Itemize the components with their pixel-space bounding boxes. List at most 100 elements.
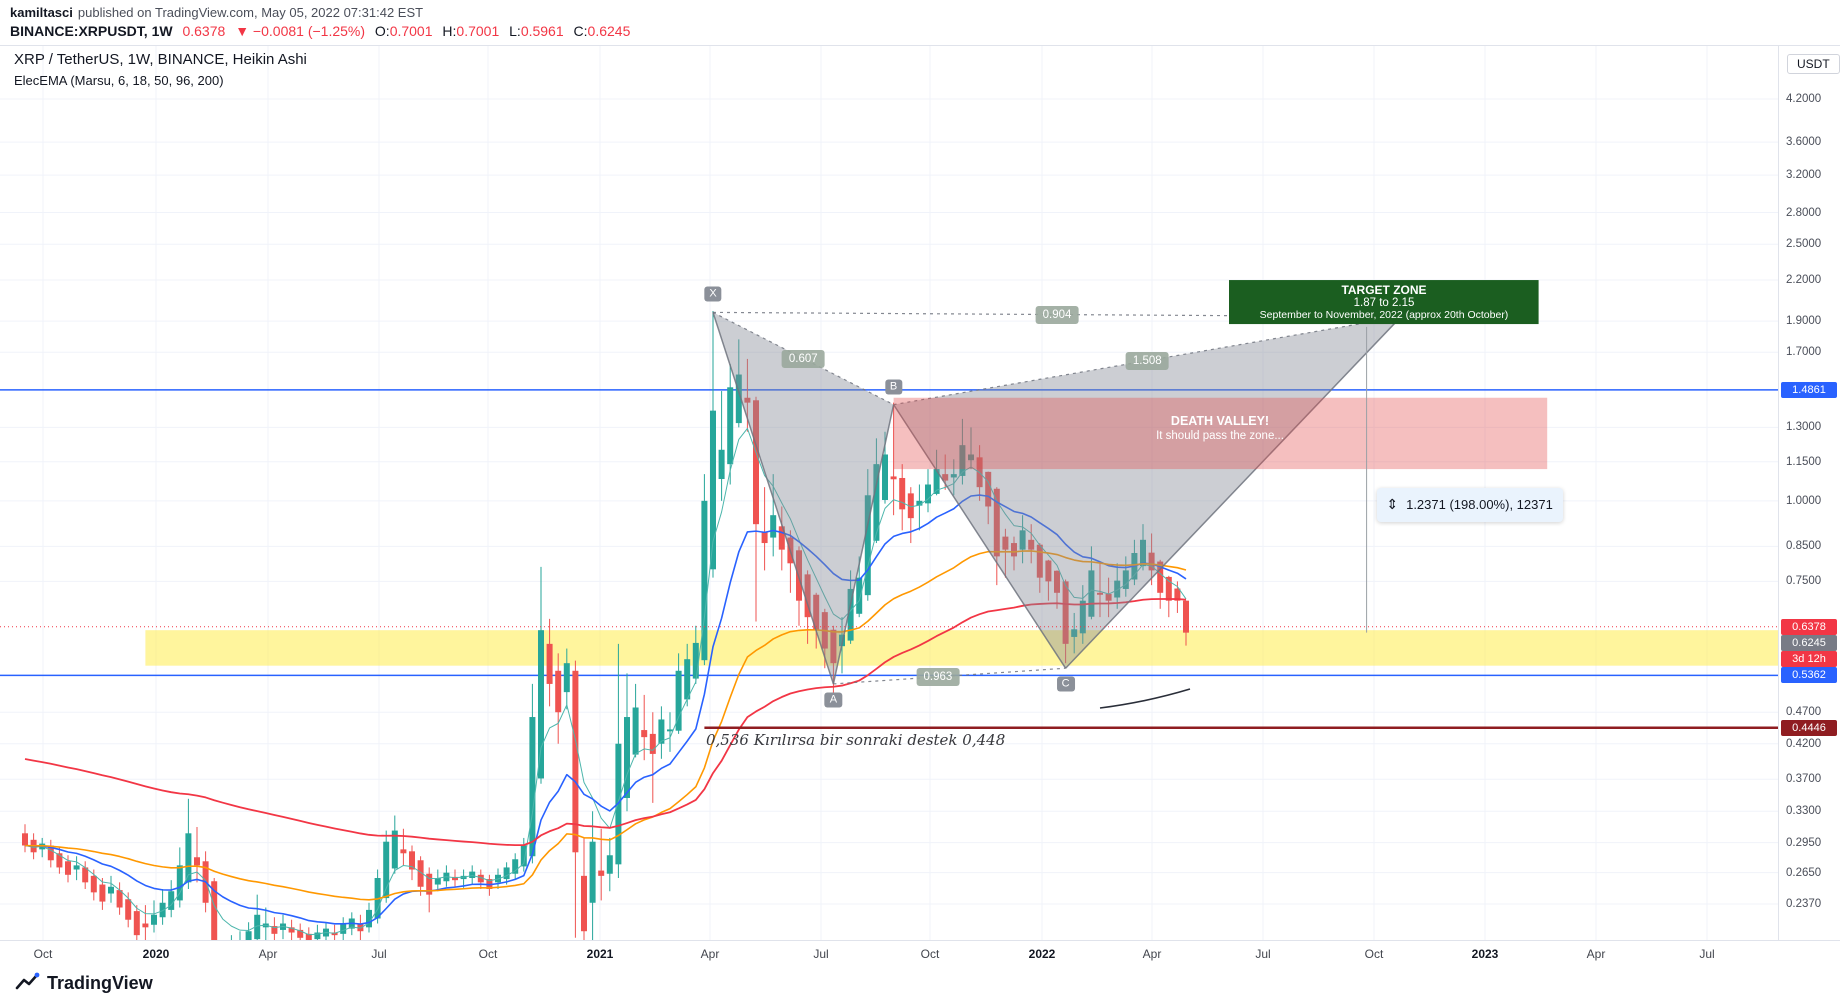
pattern-point-B[interactable]: B bbox=[884, 379, 903, 395]
footer: TradingView bbox=[14, 970, 153, 996]
price-tick-label: 4.2000 bbox=[1786, 93, 1822, 105]
header: kamiltasci published on TradingView.com, … bbox=[0, 0, 1840, 45]
price-tick-label: 0.8500 bbox=[1786, 540, 1822, 553]
ema-18 bbox=[24, 494, 1187, 925]
price-tick-label: 0.4700 bbox=[1786, 706, 1822, 719]
measure-text: 1.2371 (198.00%), 12371 bbox=[1406, 497, 1553, 513]
target-zone-range: 1.87 to 2.15 bbox=[1353, 297, 1415, 309]
time-tick-label[interactable]: Oct bbox=[920, 947, 940, 961]
ema-96 bbox=[24, 598, 1187, 847]
tradingview-logo-icon[interactable] bbox=[14, 970, 40, 996]
price-tick-label: 1.1500 bbox=[1786, 455, 1822, 468]
time-tick-label[interactable]: Oct bbox=[1364, 947, 1384, 961]
candlestick-series bbox=[22, 310, 1189, 940]
grid bbox=[0, 45, 1778, 940]
time-tick-label[interactable]: Apr bbox=[1586, 947, 1606, 961]
price-tick-label: 0.2950 bbox=[1786, 836, 1822, 849]
price-label-0.5362: 0.5362 bbox=[1781, 667, 1837, 684]
chart-canvas[interactable] bbox=[0, 0, 1778, 940]
target-zone[interactable] bbox=[1229, 280, 1539, 325]
publish-info-row: kamiltasci published on TradingView.com, … bbox=[10, 5, 423, 20]
time-tick-label[interactable]: Apr bbox=[258, 947, 278, 961]
low-value: 0.5961 bbox=[520, 23, 564, 39]
symbol-row: BINANCE:XRPUSDT, 1W 0.6378 ▼ −0.0081 (−1… bbox=[10, 23, 636, 39]
price-tick-label: 1.7000 bbox=[1786, 346, 1822, 359]
pattern-point-X[interactable]: X bbox=[704, 286, 722, 302]
time-tick-label[interactable]: Oct bbox=[478, 947, 498, 961]
time-tick-label[interactable]: Apr bbox=[700, 947, 720, 961]
chart-legend: XRP / TetherUS, 1W, BINANCE, Heikin Ashi… bbox=[14, 51, 307, 88]
high-label: H: bbox=[442, 23, 457, 39]
price-tick-label: 0.7500 bbox=[1786, 575, 1822, 588]
published-info: published on TradingView.com, May 05, 20… bbox=[77, 5, 424, 20]
price-tick-label: 1.0000 bbox=[1786, 494, 1822, 507]
time-tick-label[interactable]: 2022 bbox=[1028, 947, 1056, 961]
chart-area[interactable]: XRP / TetherUS, 1W, BINANCE, Heikin Ashi… bbox=[0, 0, 1778, 940]
price-tick-label: 0.4200 bbox=[1786, 737, 1822, 750]
close-label: C: bbox=[573, 23, 588, 39]
indicator-legend[interactable]: ElecEMA (Marsu, 6, 18, 50, 96, 200) bbox=[14, 73, 224, 88]
price-tick-label: 2.2000 bbox=[1786, 274, 1822, 287]
trend-curve[interactable] bbox=[1099, 688, 1191, 709]
pattern-ratio-label: 0.904 bbox=[1035, 305, 1079, 324]
open-label: O: bbox=[374, 23, 390, 39]
author-name[interactable]: kamiltasci bbox=[10, 5, 73, 20]
price-tick-label: 2.5000 bbox=[1786, 238, 1822, 251]
price-label-3d-12h: 3d 12h bbox=[1781, 650, 1837, 667]
pattern-point-C[interactable]: C bbox=[1056, 676, 1075, 692]
time-tick-label[interactable]: Jul bbox=[813, 947, 829, 961]
time-tick-label[interactable]: 2021 bbox=[586, 947, 614, 961]
xabcd-pattern[interactable] bbox=[712, 311, 1402, 685]
pattern-ratio-label: 1.508 bbox=[1125, 351, 1169, 370]
death-valley-zone[interactable] bbox=[893, 397, 1548, 470]
price-label-0.6378: 0.6378 bbox=[1781, 618, 1837, 635]
price-range-measure[interactable]: ⇕ 1.2371 (198.00%), 12371 bbox=[1376, 487, 1563, 522]
death-valley-title: DEATH VALLEY! bbox=[1170, 414, 1270, 428]
price-tick-label: 1.3000 bbox=[1786, 421, 1822, 434]
currency-chip[interactable]: USDT bbox=[1787, 54, 1840, 74]
death-valley-label[interactable]: DEATH VALLEY! It should pass the zone... bbox=[950, 414, 1490, 442]
target-zone-title: TARGET ZONE bbox=[1341, 283, 1427, 297]
pattern-ratio-label: 0.607 bbox=[781, 349, 825, 368]
price-label-1.4861: 1.4861 bbox=[1781, 381, 1837, 398]
time-tick-label[interactable]: Jul bbox=[371, 947, 387, 961]
price-change: ▼ −0.0081 (−1.25%) bbox=[235, 23, 366, 39]
price-label-0.4446: 0.4446 bbox=[1781, 719, 1837, 736]
time-tick-label[interactable]: Jul bbox=[1699, 947, 1715, 961]
close-value: 0.6245 bbox=[587, 23, 631, 39]
pattern-point-A[interactable]: A bbox=[824, 692, 843, 708]
header-divider bbox=[0, 45, 1840, 46]
time-tick-label[interactable]: 2023 bbox=[1471, 947, 1499, 961]
pattern-ratio-label: 0.963 bbox=[916, 667, 960, 686]
price-tick-label: 2.8000 bbox=[1786, 206, 1822, 219]
price-label-0.6245: 0.6245 bbox=[1781, 634, 1837, 651]
price-tick-label: 0.2650 bbox=[1786, 866, 1822, 879]
high-value: 0.7001 bbox=[456, 23, 500, 39]
target-zone-dates: September to November, 2022 (approx 20th… bbox=[1259, 309, 1509, 321]
time-tick-label[interactable]: Oct bbox=[33, 947, 53, 961]
target-zone-label[interactable]: TARGET ZONE 1.87 to 2.15 September to No… bbox=[1229, 281, 1539, 323]
last-price: 0.6378 bbox=[182, 23, 226, 39]
price-axis[interactable]: USDT 4.2000 3.6000 3.2000 2.8000 2.5000 2.200… bbox=[1778, 45, 1840, 940]
series-legend[interactable]: XRP / TetherUS, 1W, BINANCE, Heikin Ashi bbox=[14, 51, 307, 68]
price-tick-label: 0.2370 bbox=[1786, 897, 1822, 910]
price-tick-label: 0.3700 bbox=[1786, 773, 1822, 786]
support-note[interactable]: 0,536 Kırılırsa bir sonraki destek 0,448 bbox=[706, 731, 1006, 749]
time-tick-label[interactable]: Jul bbox=[1255, 947, 1271, 961]
time-tick-label[interactable]: Apr bbox=[1142, 947, 1162, 961]
time-axis[interactable]: Oct 2020 Apr Jul Oct 2021 Apr Jul Oct 2022 Apr Jul O… bbox=[0, 940, 1840, 968]
price-tick-label: 3.2000 bbox=[1786, 169, 1822, 182]
low-label: L: bbox=[509, 23, 521, 39]
yellow-support-zone[interactable] bbox=[145, 630, 1778, 666]
price-tick-label: 3.6000 bbox=[1786, 136, 1822, 149]
time-tick-label[interactable]: 2020 bbox=[142, 947, 170, 961]
death-valley-subtitle: It should pass the zone... bbox=[1156, 430, 1284, 442]
open-value: 0.7001 bbox=[389, 23, 433, 39]
price-tick-label: 1.9000 bbox=[1786, 315, 1822, 328]
symbol-title[interactable]: BINANCE:XRPUSDT, 1W bbox=[10, 23, 173, 39]
tradingview-wordmark[interactable]: TradingView bbox=[47, 972, 153, 993]
price-tick-label: 0.3300 bbox=[1786, 805, 1822, 818]
ruler-icon: ⇕ bbox=[1386, 496, 1399, 513]
ema-50 bbox=[24, 550, 1187, 901]
